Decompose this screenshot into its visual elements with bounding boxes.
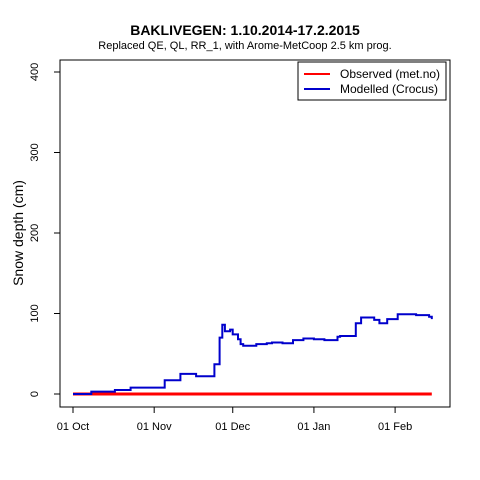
y-tick-label: 100 — [29, 304, 41, 322]
x-tick-label: 01 Feb — [378, 421, 412, 433]
legend-label-modelled: Modelled (Crocus) — [340, 82, 438, 96]
x-tick-label: 01 Oct — [57, 421, 89, 433]
x-tick-label: 01 Dec — [215, 421, 250, 433]
y-tick-label: 0 — [29, 391, 41, 397]
x-tick-label: 01 Jan — [297, 421, 330, 433]
plot-area — [73, 313, 433, 396]
series-line-modelled — [73, 313, 433, 395]
legend-label-observed: Observed (met.no) — [340, 67, 440, 81]
legend: Observed (met.no)Modelled (Crocus) — [297, 61, 447, 101]
chart-subtitle: Replaced QE, QL, RR_1, with Arome-MetCoo… — [98, 40, 391, 52]
plot-frame — [59, 59, 451, 408]
chart-title: BAKLIVEGEN: 1.10.2014-17.2.2015 — [130, 22, 360, 38]
x-tick-label: 01 Nov — [137, 421, 172, 433]
y-tick-label: 400 — [29, 63, 41, 81]
y-tick-label: 300 — [29, 143, 41, 161]
y-tick-label: 200 — [29, 224, 41, 242]
y-axis-label: Snow depth (cm) — [10, 180, 26, 286]
legend-box — [297, 61, 447, 101]
